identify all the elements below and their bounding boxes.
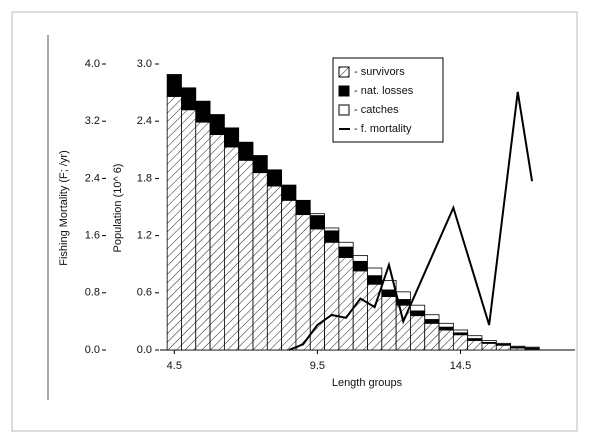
bar-segment bbox=[367, 275, 383, 285]
bar-segment bbox=[181, 109, 197, 351]
bar-segment bbox=[309, 213, 325, 216]
y-tick-label: 1.2 bbox=[137, 230, 152, 242]
legend-swatch bbox=[338, 104, 350, 116]
bar-segment bbox=[166, 96, 182, 351]
legend-label: - catches bbox=[354, 104, 399, 116]
bar-segment bbox=[352, 260, 368, 272]
bar-segment bbox=[209, 114, 225, 135]
y2-axis-title: Fishing Mortality (F; /yr) bbox=[58, 150, 70, 266]
bar-segment bbox=[195, 100, 211, 123]
bar-segment bbox=[495, 342, 512, 345]
y2-tick-label: 1.6 bbox=[85, 230, 100, 242]
x-tick-label: 9.5 bbox=[310, 360, 325, 372]
bar-segment bbox=[410, 310, 426, 317]
bar-segment bbox=[424, 322, 440, 351]
y-tick-label: 0.0 bbox=[137, 344, 152, 356]
bar-segment bbox=[424, 314, 440, 320]
y-tick-label: 1.8 bbox=[137, 172, 152, 184]
bar-segment bbox=[324, 230, 340, 243]
legend-swatch bbox=[338, 66, 350, 78]
bar-segment bbox=[438, 326, 454, 331]
legend-label: - nat. losses bbox=[354, 85, 414, 97]
bar-segment bbox=[438, 322, 454, 328]
legend-box bbox=[332, 57, 444, 143]
bar-segment bbox=[195, 121, 211, 351]
y-tick-label: 2.4 bbox=[137, 115, 152, 127]
line bbox=[288, 91, 534, 351]
bar-segment bbox=[223, 127, 240, 148]
x-axis-title: Length groups bbox=[332, 377, 403, 389]
bar-segment bbox=[481, 340, 497, 343]
legend-swatch bbox=[338, 85, 350, 97]
bar-segment bbox=[467, 335, 483, 339]
bar-segment bbox=[252, 155, 268, 174]
bar-segment bbox=[338, 246, 354, 258]
bar-segment bbox=[281, 184, 297, 201]
y-tick-label: 3.0 bbox=[137, 58, 152, 70]
legend-label: - survivors bbox=[354, 66, 405, 78]
x-tick-label: 14.5 bbox=[450, 360, 471, 372]
bar-segment bbox=[252, 172, 268, 351]
legend-label: - f. mortality bbox=[354, 123, 412, 135]
bar-segment bbox=[181, 87, 197, 111]
bar-segment bbox=[309, 215, 325, 230]
y2-tick-label: 3.2 bbox=[85, 115, 100, 127]
bar-segment bbox=[295, 214, 311, 351]
bar-segment bbox=[510, 345, 526, 348]
bar-segment bbox=[352, 270, 368, 351]
y-tick-label: 0.6 bbox=[137, 287, 152, 299]
bar-segment bbox=[438, 329, 454, 351]
bar-segment bbox=[367, 267, 383, 277]
bar-segment bbox=[424, 319, 440, 324]
bar-segment bbox=[524, 346, 540, 349]
bar-segment bbox=[338, 241, 354, 248]
bar-segment bbox=[410, 315, 426, 351]
bar-segment bbox=[281, 199, 297, 351]
bar-segment bbox=[481, 342, 497, 351]
bar-segment bbox=[238, 141, 254, 161]
bar-segment bbox=[495, 344, 512, 351]
bar-segment bbox=[381, 296, 397, 351]
y2-tick-label: 4.0 bbox=[85, 58, 100, 70]
bar-segment bbox=[324, 227, 340, 232]
bar-segment bbox=[338, 257, 354, 351]
bar-segment bbox=[410, 304, 426, 312]
bar-segment bbox=[381, 289, 397, 298]
frame bbox=[11, 11, 578, 432]
bar-segment bbox=[452, 329, 469, 334]
bar-segment bbox=[295, 199, 311, 216]
bar-segment bbox=[467, 340, 483, 351]
y2-tick-label: 0.0 bbox=[85, 344, 100, 356]
y2-tick-label: 0.8 bbox=[85, 287, 100, 299]
x-tick-label: 4.5 bbox=[167, 360, 182, 372]
bar-segment bbox=[352, 255, 368, 262]
y2-tick-label: 2.4 bbox=[85, 172, 100, 184]
bar-segment bbox=[209, 134, 225, 351]
bar-segment bbox=[223, 146, 240, 351]
y-axis-title: Population (10^ 6) bbox=[112, 164, 124, 253]
bar-segment bbox=[266, 185, 283, 351]
bar-segment bbox=[166, 74, 182, 97]
bar-segment bbox=[324, 241, 340, 351]
bar-segment bbox=[238, 159, 254, 351]
bar-segment bbox=[452, 334, 469, 351]
bar-segment bbox=[266, 169, 283, 187]
